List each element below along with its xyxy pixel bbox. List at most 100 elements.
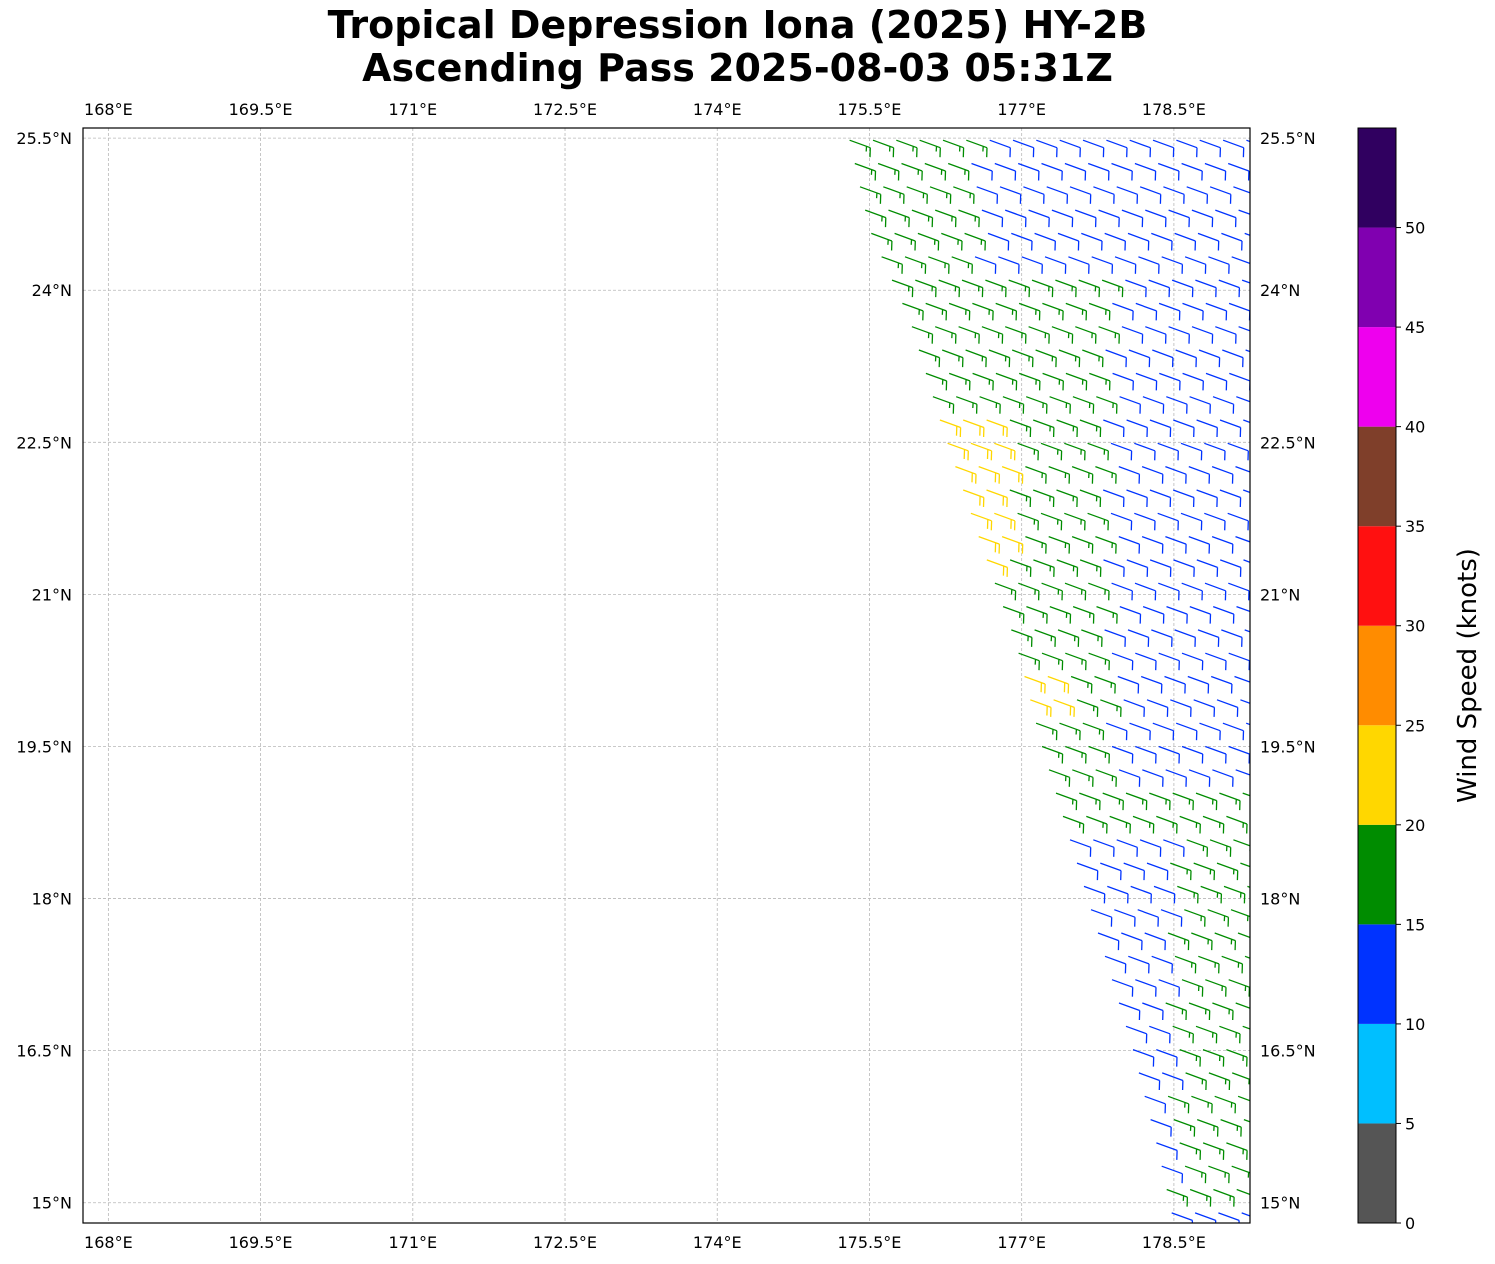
wind-barb [1172,792,1194,811]
wind-barb [1004,209,1027,228]
wind-barb [1253,303,1274,320]
wind-barb [1176,139,1198,158]
wind-barb [881,256,903,274]
wind-barb [1103,559,1125,577]
wind-barb [1065,372,1088,391]
wind-barb [1213,1188,1235,1207]
gridlines [83,128,1250,1223]
wind-barb [1182,372,1204,391]
wind-barb [1184,256,1207,274]
wind-barb [1048,769,1071,787]
wind-barb [1205,372,1228,391]
wind-barb [1146,699,1169,717]
wind-barb [1089,372,1111,391]
wind-barb [1011,349,1034,368]
wind-barb [1065,652,1087,671]
wind-barb [888,209,910,228]
wind-barb [938,279,961,298]
wind-barb [854,162,877,181]
wind-barb [955,396,978,414]
wind-barb [1156,1048,1178,1067]
wind-barb [1071,535,1094,554]
wind-barb [1205,652,1227,671]
wind-barb [1134,512,1156,531]
wind-barb [1149,419,1172,438]
wind-barb [998,256,1020,274]
wind-barb [1205,979,1227,997]
wind-barb [1212,1002,1234,1021]
colorbar-label: Wind Speed (knots) [1453,548,1483,803]
wind-barb [1033,559,1055,577]
map-frame [82,127,1251,1224]
wind-barb [1173,1118,1196,1137]
lon-tick-label-bottom: 177°E [997,1233,1046,1252]
wind-barb [1090,909,1113,927]
wind-barb [1135,745,1157,764]
wind-barb [1161,1072,1184,1091]
wind-barb [1219,559,1242,577]
lon-tick-label-top: 175.5°E [837,100,901,119]
wind-barb [985,279,1007,298]
wind-barb [1132,815,1155,834]
wind-barb [1025,465,1047,484]
wind-barb [986,559,1009,577]
wind-barb [1173,559,1195,577]
lat-tick-label-left: 21°N [32,585,72,604]
wind-barb [1048,535,1071,554]
wind-barb [1233,839,1250,852]
lon-tick-label-bottom: 172.5°E [533,1233,597,1252]
wind-barb [925,372,948,391]
wind-barb [1072,769,1094,787]
colorbar-segment [1358,1023,1396,1124]
wind-barb [1216,862,1239,881]
wind-barb [1215,209,1237,228]
wind-barb [1153,885,1176,904]
lat-tick-label-right: 18°N [1260,890,1300,909]
wind-barb [1228,979,1250,997]
wind-barb [849,139,871,158]
wind-barb [1236,396,1250,403]
wind-barb [1069,839,1092,857]
wind-barb [1127,629,1150,647]
wind-barb [1001,535,1024,554]
wind-barb [1158,582,1180,601]
wind-barb [1041,745,1064,764]
wind-barb [1228,745,1250,764]
wind-barb [1095,465,1117,484]
wind-barb [1163,186,1185,204]
colorbar-tick-label: 35 [1405,517,1425,536]
wind-barb [1095,769,1117,787]
wind-barb [1034,629,1056,647]
wind-barb [1123,699,1145,717]
wind-barb [1059,139,1081,158]
wind-barb [1088,302,1111,321]
wind-barb [1028,326,1050,344]
wind-barb [1048,465,1071,484]
wind-barb [1114,256,1137,274]
wind-barb [948,302,971,321]
wind-barb [1149,1025,1171,1044]
wind-barb [1011,629,1033,647]
wind-barb [1222,349,1244,368]
wind-barb [1137,909,1159,927]
wind-barb [1231,1165,1250,1178]
wind-barb [1151,629,1173,647]
wind-barb [877,162,900,181]
wind-barb [1076,862,1099,881]
wind-barb [1119,605,1142,624]
wind-barb [1198,349,1221,368]
wind-barb [1088,652,1110,671]
wind-barb [1049,605,1072,624]
wind-barb [1018,652,1040,671]
wind-barb [928,256,950,274]
wind-barb [1056,489,1078,508]
wind-barb [1088,745,1110,764]
wind-barb [1110,442,1133,461]
wind-barb [1214,1095,1237,1114]
colorbar-segment [1358,128,1396,228]
wind-barb [1072,605,1095,624]
wind-barb [1194,1212,1217,1223]
wind-barb [970,512,993,531]
lon-tick-label-bottom: 174°E [693,1233,742,1252]
wind-barb [1093,186,1115,204]
